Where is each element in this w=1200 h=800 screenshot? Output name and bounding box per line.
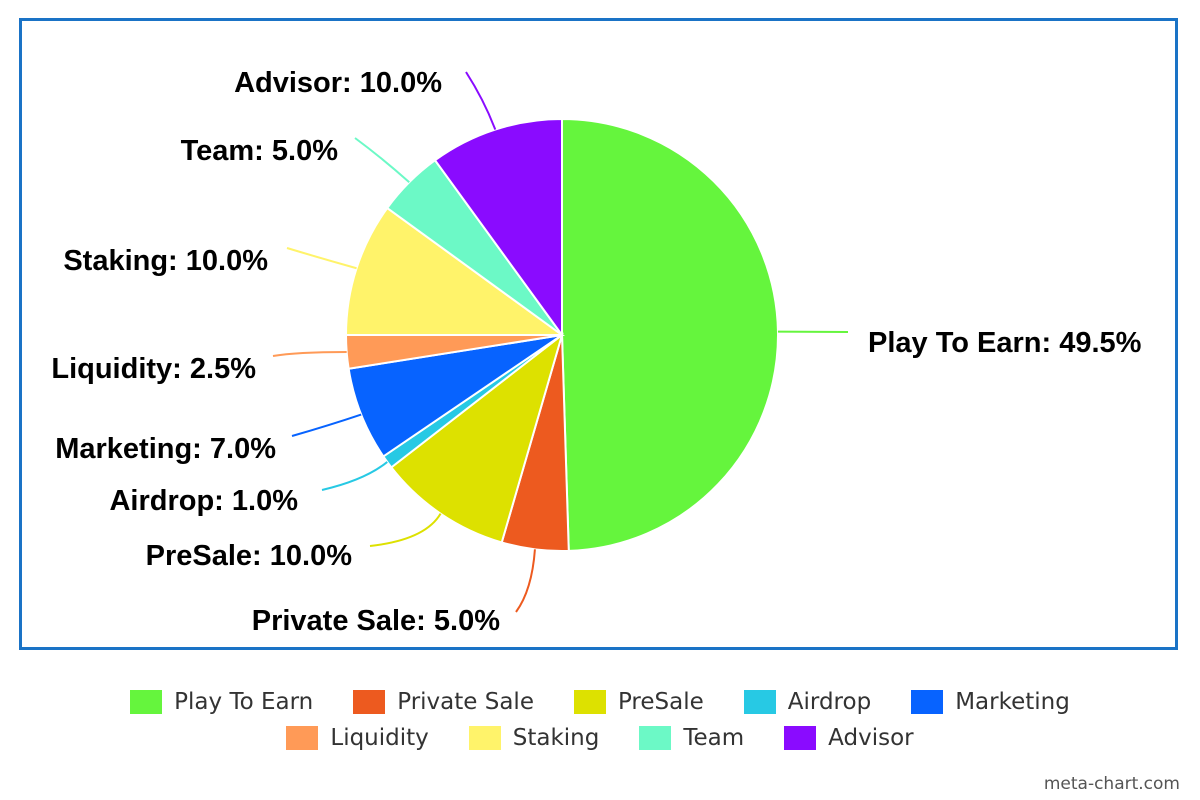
pie-slice-play-to-earn	[561, 117, 779, 552]
data-label-marketing: Marketing: 7.0%	[55, 433, 276, 465]
pie-chart: Play To Earn: 49.5% Private Sale: 5.0% Pre…	[51, 67, 1142, 637]
pie-slice-presale	[389, 332, 564, 544]
legend-row: Liquidity Staking Team Advisor	[0, 720, 1200, 756]
legend-item-staking: Staking	[468, 725, 600, 751]
chart-frame: Play To Earn: 49.5% Private Sale: 5.0% Pre…	[19, 18, 1178, 650]
legend-swatch-team	[639, 726, 672, 750]
legend-swatch-staking	[468, 726, 501, 750]
legend-item-private-sale: Private Sale	[353, 689, 534, 715]
legend-swatch-presale	[573, 690, 606, 714]
legend-swatch-liquidity	[286, 726, 319, 750]
legend-swatch-private-sale	[353, 690, 386, 714]
leader-line-airdrop	[321, 461, 388, 491]
legend-label-private-sale: Private Sale	[397, 689, 534, 715]
leader-line-staking	[286, 247, 357, 270]
legend-item-play-to-earn: Play To Earn	[130, 689, 313, 715]
leader-line-private-sale	[515, 549, 536, 613]
legend-label-advisor: Advisor	[828, 725, 914, 751]
legend-label-liquidity: Liquidity	[330, 725, 429, 751]
legend-label-staking: Staking	[512, 725, 600, 751]
legend-item-presale: PreSale	[573, 689, 704, 715]
leader-line-presale	[369, 513, 442, 547]
data-label-advisor: Advisor: 10.0%	[234, 67, 442, 99]
leader-line-team	[354, 137, 410, 184]
data-label-presale: PreSale: 10.0%	[146, 540, 353, 572]
legend-row: Play To Earn Private Sale PreSale Airdrop Ma…	[0, 684, 1200, 720]
legend-item-liquidity: Liquidity	[286, 725, 429, 751]
legend-swatch-advisor	[784, 726, 817, 750]
legend: Play To Earn Private Sale PreSale Airdrop Ma…	[0, 684, 1200, 756]
credit-text: meta-chart.com	[1043, 774, 1180, 794]
legend-label-marketing: Marketing	[955, 689, 1070, 715]
legend-item-team: Team	[639, 725, 744, 751]
legend-item-airdrop: Airdrop	[743, 689, 872, 715]
legend-swatch-airdrop	[743, 690, 776, 714]
legend-swatch-marketing	[911, 690, 944, 714]
leader-line-advisor	[465, 71, 497, 130]
data-label-private-sale: Private Sale: 5.0%	[252, 605, 500, 637]
legend-swatch-play-to-earn	[130, 690, 163, 714]
legend-label-team: Team	[683, 725, 745, 751]
legend-item-marketing: Marketing	[911, 689, 1070, 715]
data-label-airdrop: Airdrop: 1.0%	[109, 485, 298, 517]
data-label-play-to-earn: Play To Earn: 49.5%	[868, 327, 1142, 359]
legend-label-airdrop: Airdrop	[787, 689, 872, 715]
data-label-liquidity: Liquidity: 2.5%	[51, 353, 256, 385]
legend-item-advisor: Advisor	[784, 725, 914, 751]
data-label-staking: Staking: 10.0%	[63, 245, 268, 277]
legend-label-presale: PreSale	[617, 689, 704, 715]
leader-line-liquidity	[272, 350, 347, 357]
data-label-team: Team: 5.0%	[181, 135, 339, 167]
legend-label-play-to-earn: Play To Earn	[174, 689, 314, 715]
leader-line-marketing	[291, 413, 362, 437]
